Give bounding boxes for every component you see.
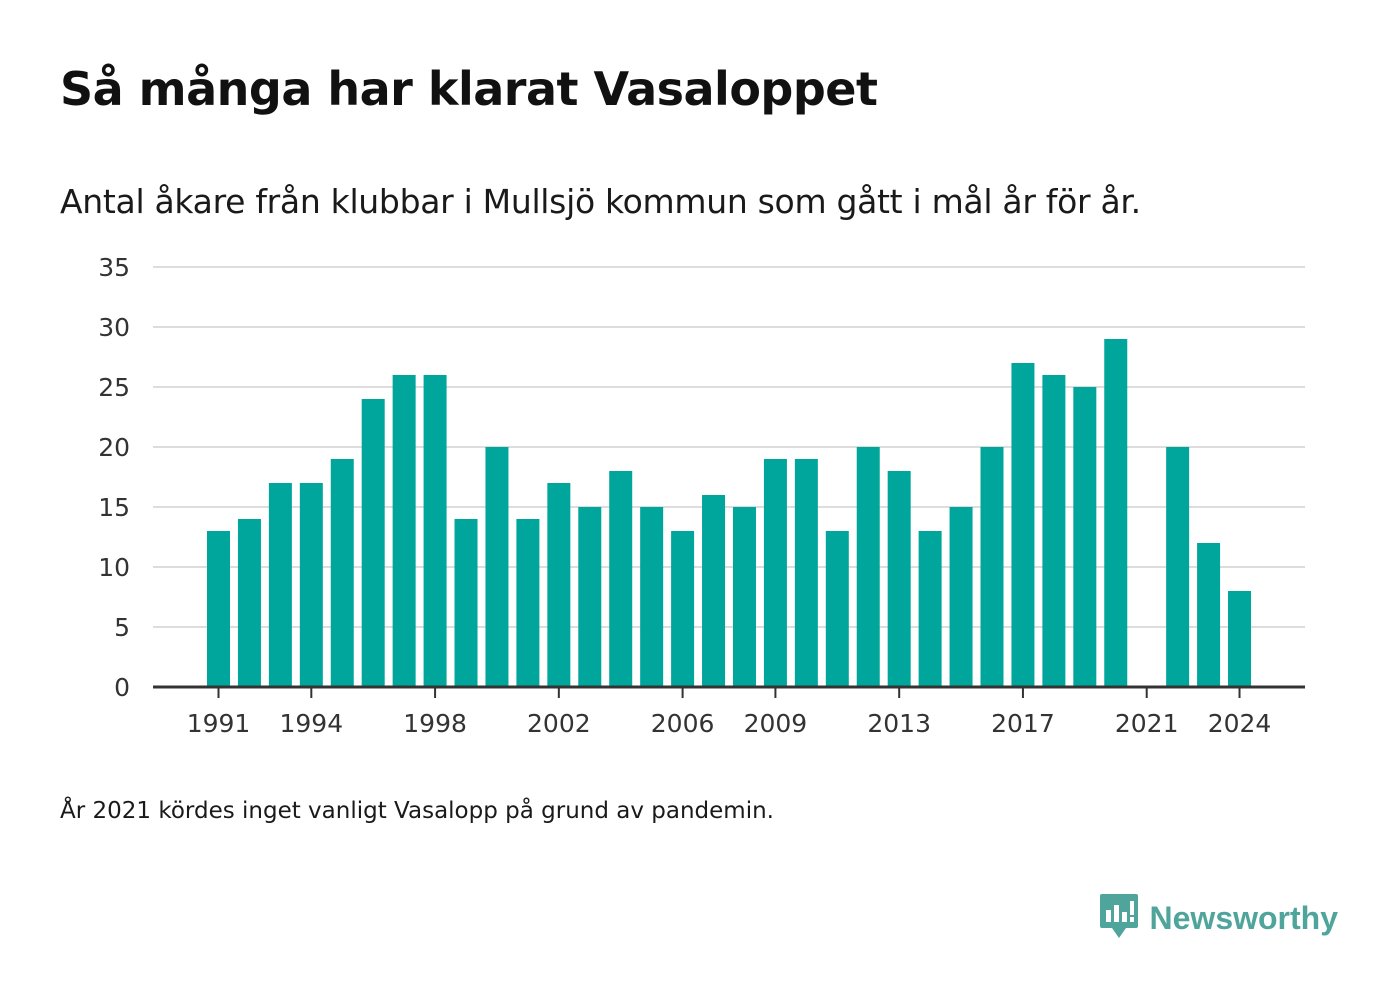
bar-2006 xyxy=(671,531,695,687)
footnote: År 2021 kördes inget vanligt Vasalopp på… xyxy=(60,798,774,824)
bar-1992 xyxy=(237,519,261,687)
brand-logo[interactable]: Newsworthy xyxy=(1098,892,1338,944)
x-tick-label: 2006 xyxy=(651,709,715,738)
bar-2013 xyxy=(887,471,911,687)
y-axis-ticks: 0 5 10 15 20 25 30 35 xyxy=(98,253,130,702)
chart-subtitle: Antal åkare från klubbar i Mullsjö kommu… xyxy=(60,182,1141,221)
bar-2024 xyxy=(1228,591,1252,687)
newsworthy-logo-icon xyxy=(1098,892,1140,944)
bar-chart: 0 5 10 15 20 25 30 35 1991 1994 1998 2002 2006 2009 2… xyxy=(98,253,1305,738)
bar-2008 xyxy=(732,507,756,687)
x-axis-ticks: 1991 1994 1998 2002 2006 2009 2013 2017 2021 2024 xyxy=(187,687,1272,738)
bar-2002 xyxy=(547,483,571,687)
y-tick-label: 10 xyxy=(98,553,130,582)
bar-2016 xyxy=(980,447,1004,687)
bar-2018 xyxy=(1042,375,1066,687)
x-tick-label: 1994 xyxy=(280,709,344,738)
y-tick-label: 15 xyxy=(98,493,130,522)
bar-2004 xyxy=(609,471,633,687)
x-tick-label: 1991 xyxy=(187,709,251,738)
bar-2015 xyxy=(949,507,973,687)
bar-2012 xyxy=(856,447,880,687)
brand-name: Newsworthy xyxy=(1149,899,1338,936)
bar-2005 xyxy=(640,507,664,687)
bar-2003 xyxy=(578,507,602,687)
bar-2011 xyxy=(825,531,849,687)
bar-2022 xyxy=(1166,447,1190,687)
bar-2014 xyxy=(918,531,942,687)
bar-2009 xyxy=(763,459,787,687)
bar-1998 xyxy=(423,375,447,687)
gridlines xyxy=(153,266,1305,628)
y-tick-label: 25 xyxy=(98,373,130,402)
y-tick-label: 20 xyxy=(98,433,130,462)
x-tick-label: 2024 xyxy=(1208,709,1272,738)
bar-1997 xyxy=(392,375,416,687)
x-tick-label: 2013 xyxy=(867,709,931,738)
bar-2023 xyxy=(1197,543,1221,687)
bar-2000 xyxy=(485,447,509,687)
bar-2019 xyxy=(1073,387,1097,687)
chart-title: Så många har klarat Vasaloppet xyxy=(60,62,878,116)
bar-2007 xyxy=(702,495,726,687)
y-tick-label: 35 xyxy=(98,253,130,282)
y-tick-label: 0 xyxy=(114,673,130,702)
bar-2020 xyxy=(1104,339,1128,687)
x-tick-label: 2017 xyxy=(991,709,1055,738)
x-tick-label: 1998 xyxy=(403,709,467,738)
bar-1991 xyxy=(207,531,230,687)
x-tick-label: 2009 xyxy=(744,709,808,738)
bar-1994 xyxy=(299,483,323,687)
bars xyxy=(207,339,1252,687)
bar-2001 xyxy=(516,519,540,687)
bar-1999 xyxy=(454,519,478,687)
bar-1993 xyxy=(268,483,292,687)
x-tick-label: 2021 xyxy=(1115,709,1179,738)
bar-2017 xyxy=(1011,363,1035,687)
x-tick-label: 2002 xyxy=(527,709,591,738)
bar-2010 xyxy=(794,459,818,687)
bar-1996 xyxy=(361,399,385,687)
y-tick-label: 30 xyxy=(98,313,130,342)
y-tick-label: 5 xyxy=(114,613,130,642)
bar-1995 xyxy=(330,459,354,687)
